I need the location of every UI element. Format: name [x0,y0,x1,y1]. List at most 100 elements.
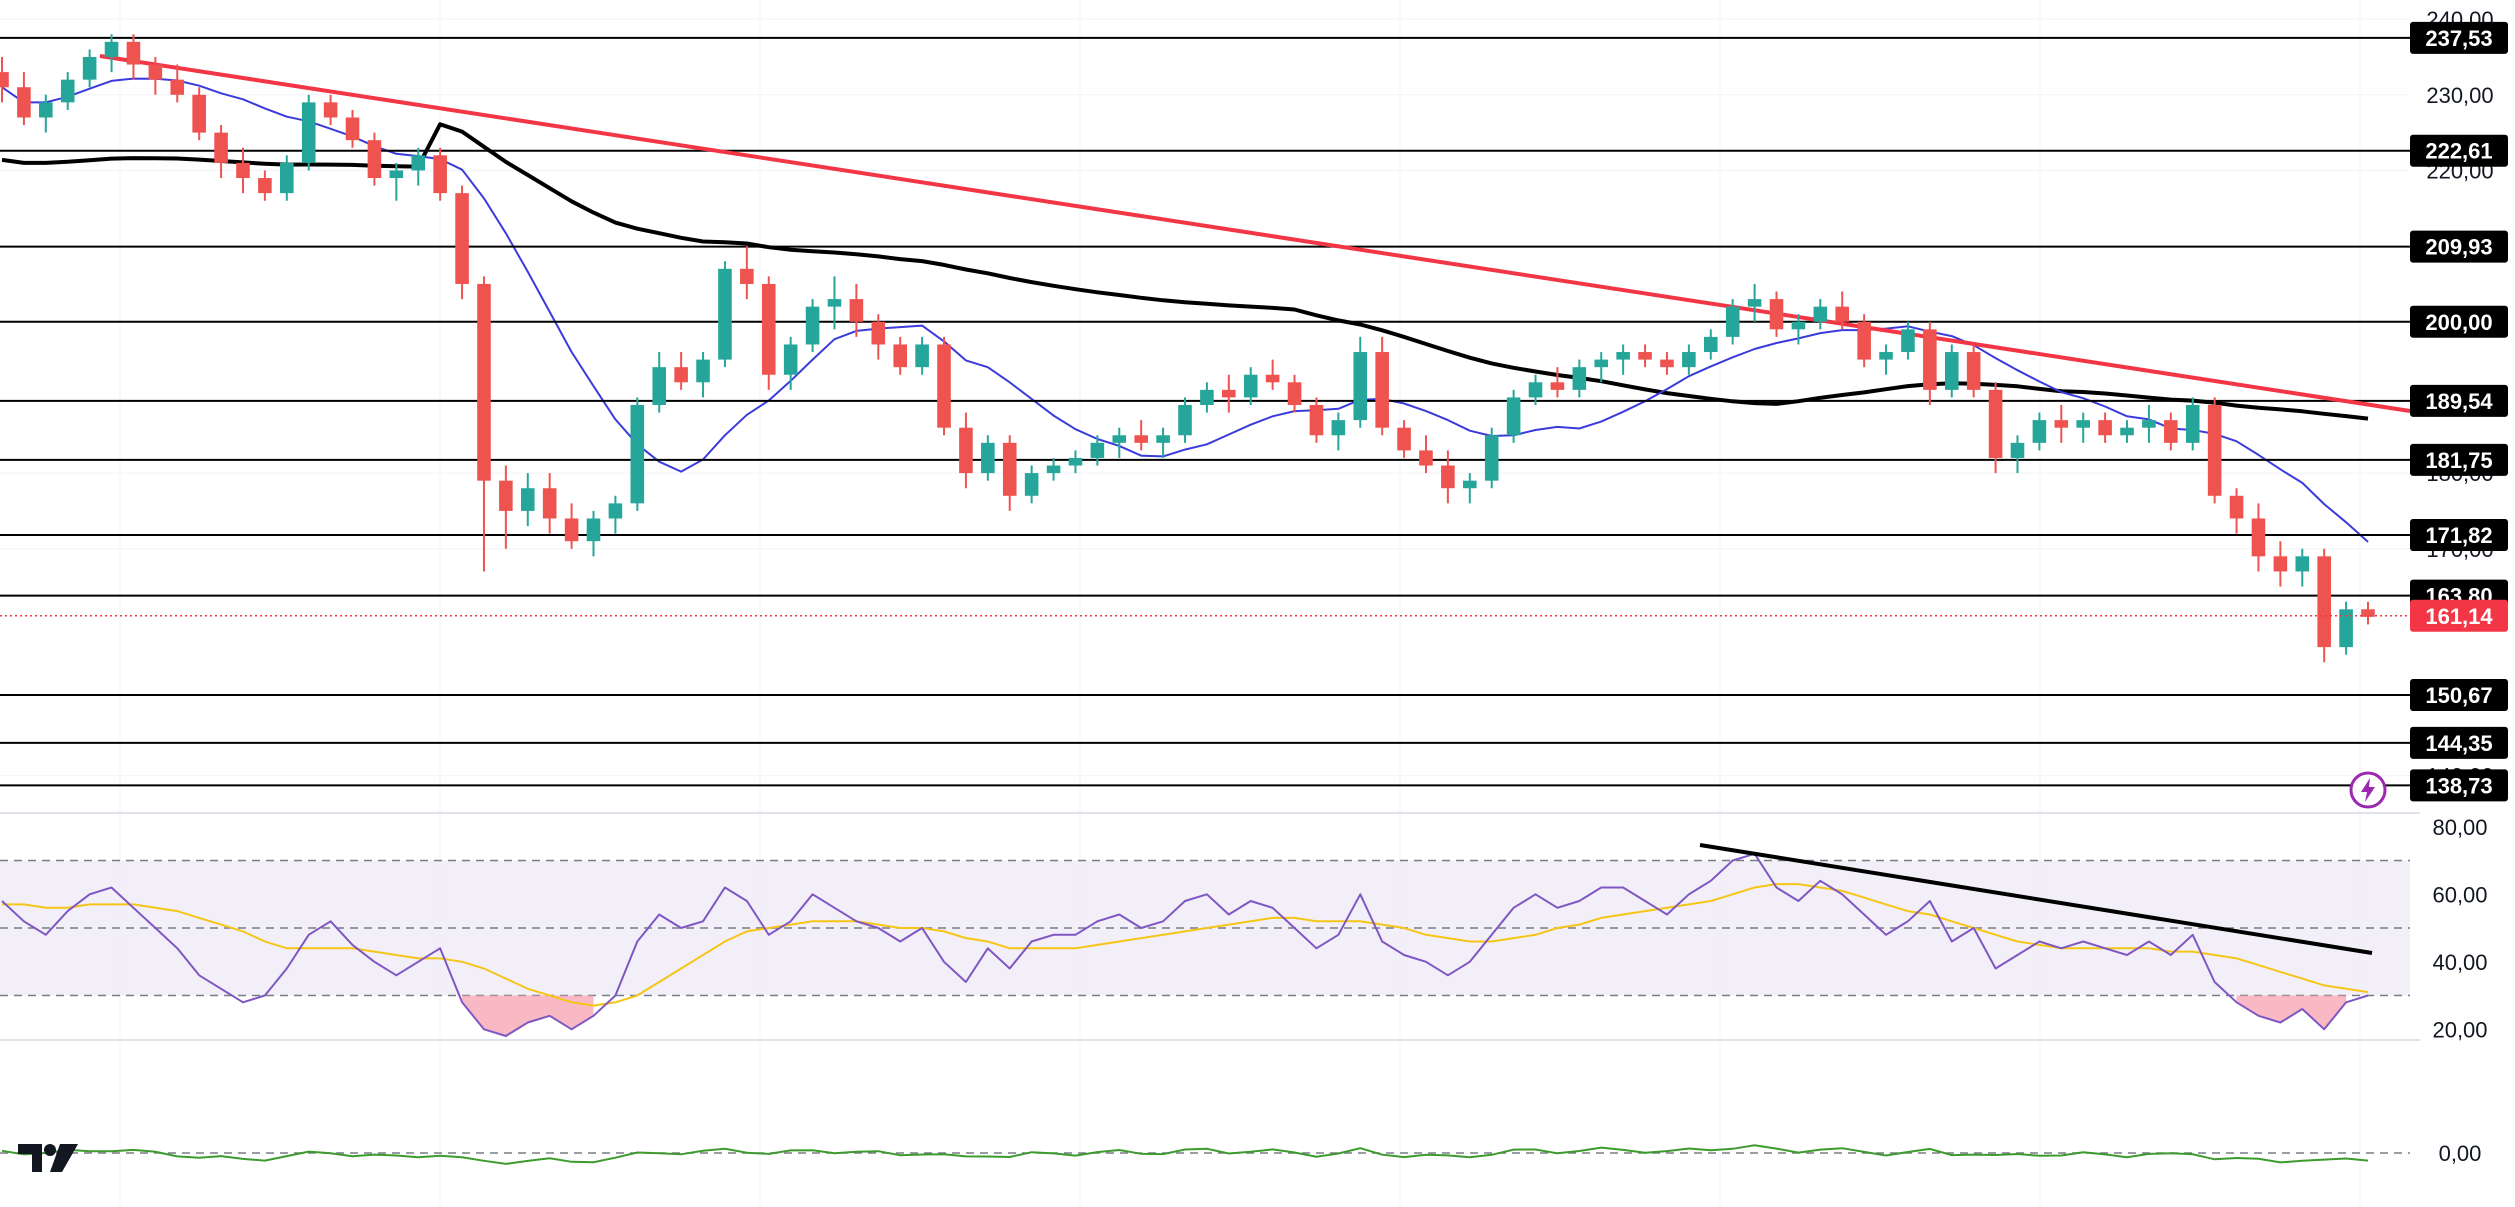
candle[interactable] [1046,457,1061,481]
candle[interactable] [60,72,75,110]
candle[interactable] [455,185,469,300]
candle[interactable] [1353,336,1368,428]
candle[interactable] [1331,412,1346,451]
candle[interactable] [959,412,973,489]
candle[interactable] [1441,450,1455,504]
candle[interactable] [849,283,864,337]
candle[interactable] [1747,283,1762,322]
candle[interactable] [1484,427,1499,489]
candle[interactable] [1944,344,1959,398]
candle[interactable] [2229,488,2244,534]
candle[interactable] [2361,601,2375,625]
candle[interactable] [214,125,228,179]
price-trendline[interactable] [99,54,2411,413]
candle[interactable] [1550,367,1565,398]
candle[interactable] [1090,435,1105,466]
candle[interactable] [170,64,185,103]
candle[interactable] [2054,405,2069,443]
candle[interactable] [937,336,951,436]
candle[interactable] [1966,344,1981,398]
candle[interactable] [2098,412,2112,443]
candle[interactable] [2295,548,2310,587]
rsi-trendline[interactable] [1699,843,2373,955]
candle[interactable] [2164,412,2178,451]
candle[interactable] [1463,473,1477,504]
candle[interactable] [893,336,907,375]
candle[interactable] [1616,344,1630,375]
candle[interactable] [520,473,535,527]
candle[interactable] [1703,329,1718,360]
candle[interactable] [1901,321,1915,360]
candle[interactable] [389,162,404,201]
candle[interactable] [1506,389,1521,443]
candle[interactable] [1791,314,1806,345]
candle[interactable] [2317,548,2331,663]
candle[interactable] [2339,601,2353,655]
candle[interactable] [1265,359,1280,390]
candle[interactable] [39,94,53,133]
candle[interactable] [2142,405,2156,443]
candle[interactable] [126,34,141,80]
candle[interactable] [718,261,732,368]
candle[interactable] [104,34,119,73]
candle[interactable] [981,435,995,481]
candle[interactable] [586,510,601,557]
candle[interactable] [1397,420,1411,458]
candle[interactable] [783,336,798,390]
candle[interactable] [301,94,316,171]
candle[interactable] [761,276,776,390]
candle[interactable] [2185,397,2200,451]
candle[interactable] [1682,344,1696,375]
candle[interactable] [1178,397,1192,443]
candle[interactable] [345,109,360,148]
candle[interactable] [1222,374,1236,413]
candle[interactable] [1375,336,1389,436]
candle[interactable] [1002,435,1017,511]
candle[interactable] [499,465,513,549]
candle[interactable] [1857,314,1871,368]
candle[interactable] [915,336,929,375]
candle[interactable] [696,352,710,398]
candle[interactable] [564,503,579,549]
candle[interactable] [1156,427,1170,458]
candle[interactable] [258,170,272,201]
candle[interactable] [433,147,447,201]
candle[interactable] [477,276,491,572]
candle[interactable] [542,473,557,534]
candle[interactable] [805,299,820,353]
candle[interactable] [1309,397,1324,443]
candle[interactable] [148,56,163,95]
lightning-icon[interactable] [2348,770,2388,810]
candle[interactable] [82,49,97,88]
candle[interactable] [17,72,31,126]
candle[interactable] [1879,344,1893,375]
candle[interactable] [2273,541,2288,587]
candle[interactable] [1134,420,1148,451]
candle[interactable] [2251,503,2266,572]
candle[interactable] [0,56,9,103]
candle[interactable] [871,314,886,360]
candle[interactable] [674,352,688,390]
candle[interactable] [1572,359,1587,398]
candle[interactable] [1419,435,1433,474]
candle[interactable] [1923,321,1937,405]
candle[interactable] [1024,465,1039,504]
candle[interactable] [740,246,754,300]
candle[interactable] [2032,412,2047,451]
candle[interactable] [1287,374,1302,413]
candle[interactable] [2120,420,2134,443]
candle[interactable] [2207,397,2222,504]
candle[interactable] [367,132,382,186]
candle[interactable] [280,155,294,201]
candle[interactable] [1988,382,2003,474]
candle[interactable] [1835,291,1850,330]
candle[interactable] [236,147,250,194]
candle[interactable] [1528,374,1543,405]
candle[interactable] [1243,367,1258,405]
candle[interactable] [411,147,426,186]
candle[interactable] [827,276,842,330]
candle[interactable] [608,495,623,534]
candle[interactable] [652,352,667,413]
candle[interactable] [1594,352,1609,383]
